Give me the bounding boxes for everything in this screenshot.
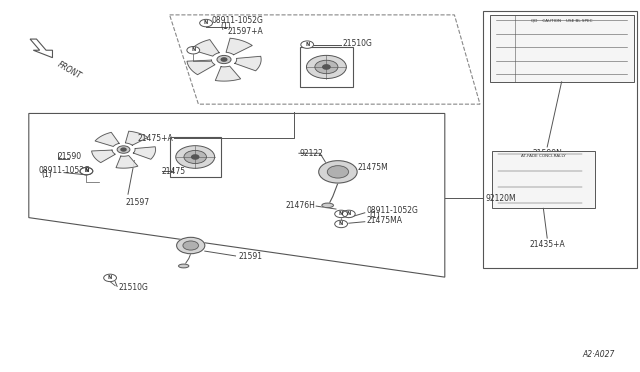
Circle shape [200, 19, 212, 27]
Text: N: N [305, 42, 309, 47]
Text: 21597+A: 21597+A [227, 27, 263, 36]
Polygon shape [191, 39, 219, 56]
Circle shape [177, 237, 205, 254]
Text: 21510G: 21510G [118, 283, 148, 292]
Polygon shape [187, 60, 215, 75]
Text: N: N [191, 47, 195, 52]
Text: 21591: 21591 [238, 252, 262, 261]
Text: N: N [84, 168, 88, 173]
Circle shape [221, 58, 227, 61]
Text: 21599N: 21599N [532, 149, 562, 158]
Text: N: N [339, 221, 343, 226]
Text: (1): (1) [221, 22, 232, 31]
Text: 21475: 21475 [162, 167, 186, 176]
Text: N: N [108, 275, 112, 280]
Circle shape [183, 241, 198, 250]
Text: 21475+A: 21475+A [137, 134, 173, 143]
Text: N: N [84, 168, 88, 173]
Polygon shape [95, 132, 119, 147]
Text: 21510G: 21510G [342, 39, 372, 48]
Circle shape [217, 55, 231, 64]
Text: 21435+A: 21435+A [529, 240, 565, 249]
Bar [170, 137, 221, 177]
Text: N: N [339, 211, 343, 216]
Text: 08911-1052G: 08911-1052G [366, 206, 418, 215]
Circle shape [104, 274, 116, 282]
Circle shape [80, 167, 93, 175]
Circle shape [319, 161, 357, 183]
Bar [300, 46, 353, 87]
Circle shape [323, 65, 330, 69]
Circle shape [191, 155, 199, 159]
Text: 21590: 21590 [58, 152, 82, 161]
Ellipse shape [179, 264, 189, 268]
Circle shape [80, 167, 93, 175]
Text: 21475M: 21475M [357, 163, 388, 172]
Ellipse shape [322, 203, 333, 208]
Circle shape [301, 41, 314, 48]
Text: A2·A027: A2·A027 [582, 350, 614, 359]
Bar [492, 151, 595, 208]
Polygon shape [116, 155, 138, 168]
Text: (1): (1) [42, 170, 52, 179]
Text: N: N [347, 211, 351, 216]
Text: (1): (1) [369, 211, 380, 219]
Text: 92122: 92122 [300, 149, 323, 158]
Circle shape [121, 148, 126, 151]
Circle shape [187, 46, 200, 54]
Circle shape [335, 220, 348, 228]
Text: 21476H: 21476H [285, 201, 315, 210]
Polygon shape [215, 66, 241, 81]
Polygon shape [125, 131, 148, 145]
Bar [490, 15, 634, 82]
Text: 08911-1052G: 08911-1052G [211, 16, 263, 25]
Text: AT-FADE CONCI-RALLY: AT-FADE CONCI-RALLY [521, 154, 566, 158]
Circle shape [335, 210, 348, 218]
Polygon shape [226, 38, 252, 55]
Circle shape [176, 146, 214, 168]
Text: 92120M: 92120M [485, 194, 516, 203]
Circle shape [315, 60, 338, 74]
Polygon shape [235, 56, 261, 71]
Circle shape [342, 210, 355, 218]
Text: FRONT: FRONT [56, 60, 83, 80]
Text: N: N [204, 20, 208, 25]
Text: 21597: 21597 [125, 198, 150, 207]
Polygon shape [133, 147, 156, 159]
Circle shape [117, 146, 130, 153]
Text: QD    CAUTION    USE BL SPEC: QD CAUTION USE BL SPEC [531, 19, 593, 23]
Polygon shape [92, 150, 115, 163]
Text: 21475MA: 21475MA [366, 217, 402, 225]
Circle shape [184, 150, 207, 164]
Text: 08911-1052G: 08911-1052G [38, 166, 90, 174]
Bar [483, 11, 637, 268]
Circle shape [307, 55, 346, 78]
Circle shape [328, 166, 349, 178]
